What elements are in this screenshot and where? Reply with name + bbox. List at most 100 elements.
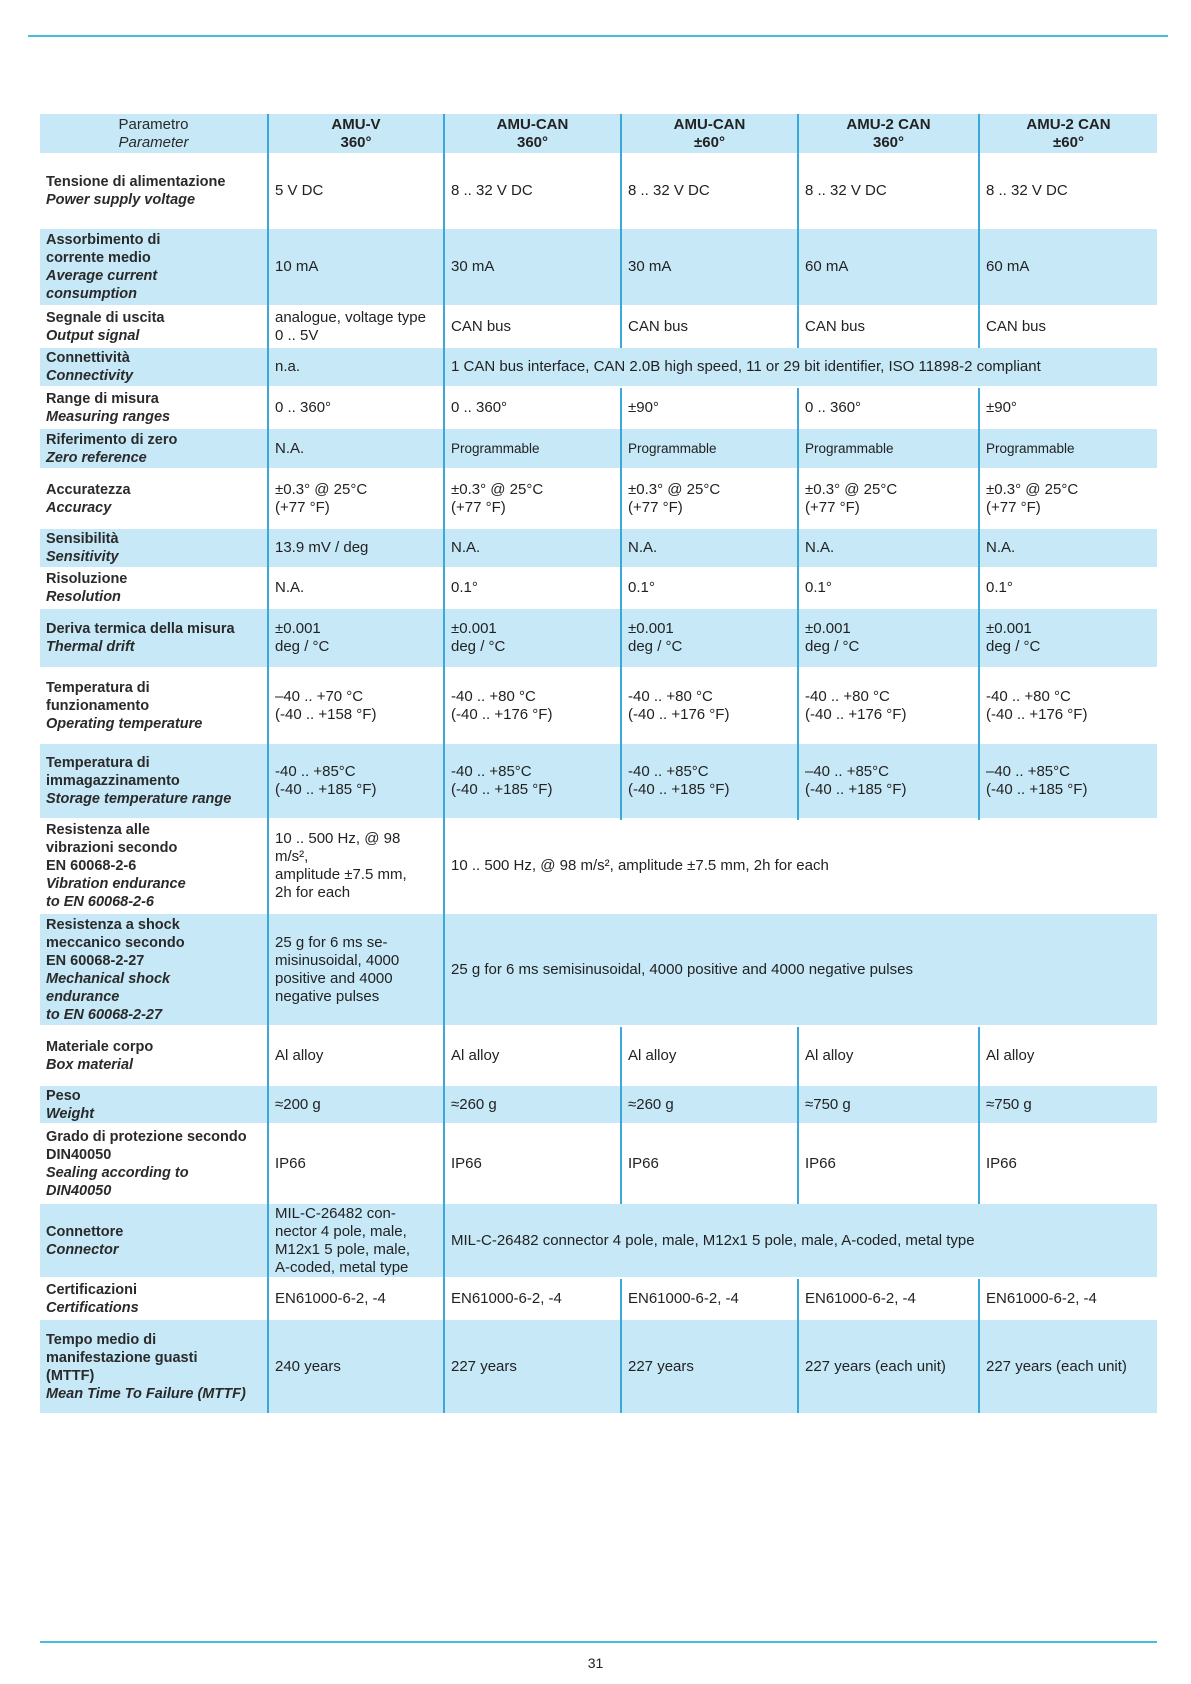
value-text: (+77 °F) bbox=[451, 498, 506, 516]
header-col: AMU-2 CAN ±60° bbox=[978, 112, 1157, 154]
value-text: IP66 bbox=[451, 1154, 482, 1172]
value-cell: 227 years bbox=[443, 1318, 621, 1413]
value-text: 240 years bbox=[275, 1357, 341, 1375]
value-cell: ±0.001 deg / °C bbox=[267, 607, 444, 668]
value-text: –40 .. +85°C bbox=[805, 763, 889, 780]
spec-table: Parametro Parameter AMU-V 360° AMU-CAN 360… bbox=[40, 112, 1157, 1413]
parameter-name-it: DIN40050 bbox=[46, 1146, 112, 1163]
parameter-name-it: Temperatura di bbox=[46, 679, 150, 696]
value-text: deg / °C bbox=[628, 638, 683, 655]
value-text: (-40 .. +185 °F) bbox=[275, 781, 377, 798]
parameter-name-en: consumption bbox=[46, 286, 138, 302]
value-cell: EN61000-6-2, -4 bbox=[443, 1277, 621, 1319]
value-text: -40 .. +85°C bbox=[275, 763, 356, 780]
page-number: 31 bbox=[587, 1655, 604, 1671]
parameter-label: Temperatura di immagazzinamento Storage te… bbox=[40, 742, 268, 819]
value-text: (+77 °F) bbox=[628, 498, 683, 516]
value-cell: 8 .. 32 V DC bbox=[620, 153, 798, 228]
value-text: CAN bus bbox=[628, 317, 689, 335]
value-text: N.A. bbox=[986, 539, 1016, 556]
value-cell: ±0.001 deg / °C bbox=[443, 607, 621, 668]
parameter-name-it: EN 60068-2-6 bbox=[46, 858, 137, 874]
value-text: N.A. bbox=[628, 539, 658, 556]
value-cell: 60 mA bbox=[978, 227, 1157, 306]
parameter-label: Peso Weight bbox=[40, 1084, 268, 1124]
value-text: (+77 °F) bbox=[986, 498, 1041, 516]
value-cell: analogue, voltage type 0 .. 5V bbox=[267, 305, 444, 347]
value-cell: ≈750 g bbox=[797, 1084, 979, 1124]
table-row: Range di misura Measuring ranges 0 .. 360°… bbox=[40, 386, 1157, 428]
value-text: Al alloy bbox=[628, 1046, 677, 1064]
parameter-name-it: Riferimento di zero bbox=[46, 431, 178, 448]
table-row: Connettore Connector MIL-C-26482 con-necto… bbox=[40, 1202, 1157, 1278]
value-text: M12x1 5 pole, male, bbox=[275, 1240, 411, 1258]
parameter-name-it: Connettività bbox=[46, 350, 130, 366]
parameter-name-en: Operating temperature bbox=[46, 715, 203, 732]
value-cell: 25 g for 6 ms semisinusoidal, 4000 posit… bbox=[443, 912, 1157, 1026]
value-cell: 227 years bbox=[620, 1318, 798, 1413]
value-text: deg / °C bbox=[275, 638, 330, 655]
value-text: ±0.001 bbox=[451, 620, 497, 637]
table-row: Segnale di uscita Output signal analogue, … bbox=[40, 305, 1157, 347]
parameter-name-it: Range di misura bbox=[46, 390, 159, 407]
parameter-label: Tempo medio di manifestazione guasti (MTTF… bbox=[40, 1318, 268, 1413]
header-model: AMU-V bbox=[331, 115, 381, 133]
value-text: ±0.3° @ 25°C bbox=[451, 480, 544, 498]
value-text: EN61000-6-2, -4 bbox=[275, 1289, 386, 1307]
value-text: 0 .. 360° bbox=[805, 398, 862, 416]
parameter-name-it: Tempo medio di bbox=[46, 1331, 157, 1348]
value-text: -40 .. +85°C bbox=[451, 763, 532, 780]
parameter-name-it: Sensibilità bbox=[46, 531, 119, 547]
parameter-name-it: vibrazioni secondo bbox=[46, 840, 178, 856]
parameter-name-it: (MTTF) bbox=[46, 1367, 95, 1384]
value-text: nector 4 pole, male, bbox=[275, 1222, 407, 1240]
value-text: 8 .. 32 V DC bbox=[451, 182, 533, 199]
header-model: AMU-CAN bbox=[673, 115, 746, 133]
value-text: Al alloy bbox=[986, 1046, 1035, 1064]
value-cell: -40 .. +85°C (-40 .. +185 °F) bbox=[443, 742, 621, 819]
parameter-name-en: Measuring ranges bbox=[46, 408, 171, 425]
value-text: –40 .. +70 °C bbox=[275, 687, 364, 705]
value-cell: ±90° bbox=[620, 386, 798, 428]
value-text: 227 years bbox=[451, 1357, 517, 1375]
table-row: Deriva termica della misura Thermal drift… bbox=[40, 607, 1157, 668]
value-text: n.a. bbox=[275, 358, 301, 375]
parameter-name-en: Storage temperature range bbox=[46, 791, 232, 807]
value-text: (-40 .. +185 °F) bbox=[986, 781, 1088, 798]
value-cell: ±0.001 deg / °C bbox=[797, 607, 979, 668]
value-cell: -40 .. +80 °C (-40 .. +176 °F) bbox=[620, 667, 798, 743]
value-text: IP66 bbox=[805, 1154, 836, 1172]
value-cell: MIL-C-26482 connector 4 pole, male, M12x… bbox=[443, 1202, 1157, 1278]
header-range: 360° bbox=[872, 133, 905, 151]
value-text: 227 years (each unit) bbox=[805, 1357, 946, 1375]
value-text: –40 .. +85°C bbox=[986, 763, 1070, 780]
value-text: -40 .. +80 °C bbox=[628, 687, 713, 705]
parameter-name-it: Assorbimento di bbox=[46, 232, 161, 248]
parameter-name-en: Connectivity bbox=[46, 368, 134, 384]
value-text: ≈260 g bbox=[451, 1095, 497, 1113]
value-cell: MIL-C-26482 con-nector 4 pole, male, M12x… bbox=[267, 1202, 444, 1278]
table-row: Tempo medio di manifestazione guasti (MTTF… bbox=[40, 1318, 1157, 1413]
value-cell: 1 CAN bus interface, CAN 2.0B high speed… bbox=[443, 346, 1157, 387]
value-text: (-40 .. +176 °F) bbox=[451, 705, 553, 723]
value-cell: -40 .. +80 °C (-40 .. +176 °F) bbox=[797, 667, 979, 743]
table-row: Risoluzione Resolution N.A. 0.1° 0.1° 0.1° 0.1… bbox=[40, 567, 1157, 608]
table-row: Certificazioni Certifications EN61000-6-2,… bbox=[40, 1277, 1157, 1319]
value-cell: ±0.3° @ 25°C (+77 °F) bbox=[620, 468, 798, 528]
header-model: AMU-CAN bbox=[496, 115, 569, 133]
value-cell: 240 years bbox=[267, 1318, 444, 1413]
value-text: 0 .. 360° bbox=[275, 398, 332, 416]
value-cell: Al alloy bbox=[797, 1025, 979, 1085]
parameter-label: Range di misura Measuring ranges bbox=[40, 386, 268, 428]
value-text: EN61000-6-2, -4 bbox=[986, 1289, 1097, 1307]
value-cell: EN61000-6-2, -4 bbox=[620, 1277, 798, 1319]
value-text: Programmable bbox=[628, 440, 717, 456]
parameter-label: Connettore Connector bbox=[40, 1202, 268, 1278]
value-text: -40 .. +80 °C bbox=[451, 687, 536, 705]
value-cell: ±0.3° @ 25°C (+77 °F) bbox=[267, 468, 444, 528]
value-cell: –40 .. +85°C (-40 .. +185 °F) bbox=[978, 742, 1157, 819]
parameter-name-it: meccanico secondo bbox=[46, 934, 185, 951]
value-cell: IP66 bbox=[267, 1123, 444, 1203]
value-text: ±0.3° @ 25°C bbox=[628, 480, 721, 498]
parameter-name-en: Weight bbox=[46, 1105, 95, 1122]
